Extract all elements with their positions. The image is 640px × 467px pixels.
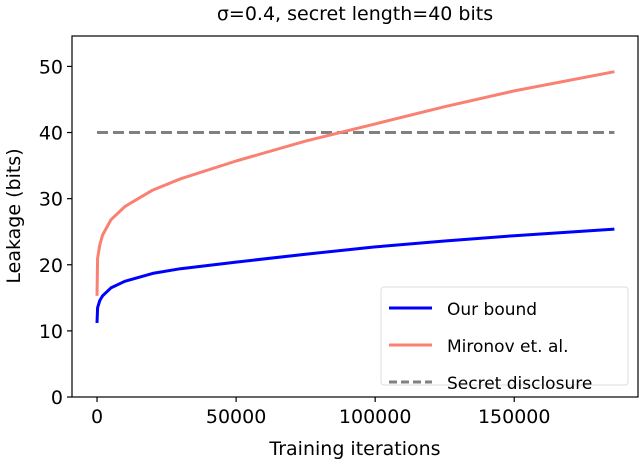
- legend-label: Our bound: [447, 300, 537, 320]
- legend: Our bound Mironov et. al. Secret disclosur…: [380, 286, 629, 394]
- plot-frame: [71, 35, 639, 398]
- y-axis-label: Leakage (bits): [3, 148, 25, 283]
- y-tick-label: 20: [39, 255, 63, 277]
- legend-label: Mironov et. al.: [447, 337, 569, 357]
- legend-label: Secret disclosure: [447, 374, 592, 394]
- x-axis-label: Training iterations: [268, 438, 440, 460]
- legend-box: [380, 286, 629, 386]
- y-tick-label: 0: [51, 387, 63, 409]
- x-tick-label: 50000: [206, 406, 266, 428]
- y-tick-label: 30: [39, 189, 63, 211]
- series-line-1: [95, 70, 615, 296]
- y-tick-label: 10: [39, 321, 63, 343]
- x-tick-label: 150000: [478, 406, 551, 428]
- chart-title: σ=0.4, secret length=40 bits: [217, 3, 493, 25]
- x-tick-label: 100000: [339, 406, 412, 428]
- y-tick-label: 50: [39, 56, 63, 78]
- y-tick-label: 40: [39, 123, 63, 145]
- series-line-0: [95, 227, 615, 323]
- x-tick-label: 0: [91, 406, 103, 428]
